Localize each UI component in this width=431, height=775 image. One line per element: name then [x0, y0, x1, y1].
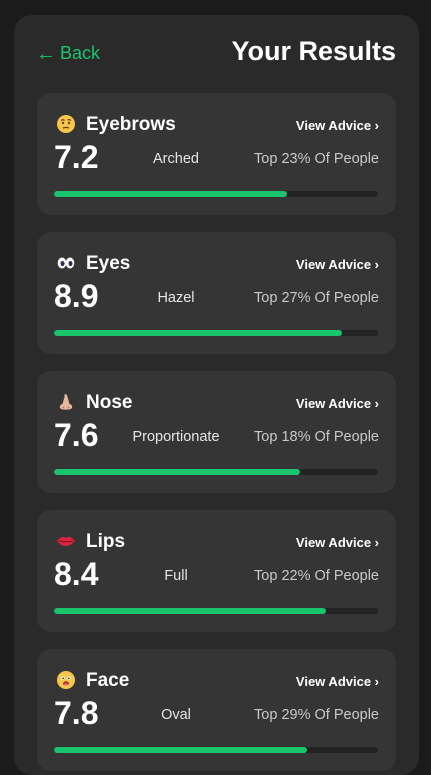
back-button[interactable]: ← Back: [36, 43, 100, 64]
score-progress-fill: [54, 469, 301, 475]
view-advice-link[interactable]: View Advice ›: [295, 535, 379, 550]
feature-percentile: Top 29% Of People: [254, 707, 379, 723]
back-label: Back: [60, 43, 101, 63]
view-advice-link[interactable]: View Advice ›: [295, 118, 379, 133]
score-progress-track: [54, 191, 378, 197]
score-progress-fill: [54, 747, 307, 753]
score-progress-track: [54, 469, 378, 475]
arrow-left-icon: ←: [36, 42, 56, 65]
view-advice-link[interactable]: View Advice ›: [295, 396, 379, 411]
feature-name: Lips: [86, 531, 126, 552]
score-progress-track: [54, 608, 378, 614]
feature-card-eyes: Eyes View Advice › 8.9 Hazel Top 27% Of …: [37, 232, 396, 354]
feature-name: Nose: [86, 392, 133, 413]
face-icon: [57, 671, 75, 689]
feature-trait: Proportionate: [132, 429, 220, 445]
feature-card-lips: Lips View Advice › 8.4 Full Top 22% Of P…: [37, 510, 396, 632]
score-progress-track: [54, 747, 378, 753]
feature-name: Face: [86, 670, 130, 691]
feature-percentile: Top 23% Of People: [254, 151, 379, 167]
feature-name: Eyebrows: [86, 114, 176, 135]
feature-trait: Arched: [153, 151, 199, 167]
feature-card-eyebrows: Eyebrows View Advice › 7.2 Arched Top 23…: [37, 93, 396, 215]
feature-percentile: Top 27% Of People: [254, 290, 379, 306]
results-panel: ← Back Your Results Eyebrows View Advice…: [14, 15, 419, 775]
feature-score: 7.6: [54, 417, 99, 453]
view-advice-link[interactable]: View Advice ›: [295, 674, 379, 689]
feature-trait: Hazel: [157, 290, 195, 306]
view-advice-link[interactable]: View Advice ›: [295, 257, 379, 272]
feature-trait: Full: [164, 568, 188, 584]
nose-icon: [59, 394, 73, 410]
feature-name: Eyes: [86, 253, 131, 274]
feature-trait: Oval: [161, 707, 191, 723]
feature-card-face: Face View Advice › 7.8 Oval Top 29% Of P…: [37, 649, 396, 771]
lips-icon: [57, 536, 75, 546]
feature-score: 8.9: [54, 278, 99, 314]
feature-percentile: Top 22% Of People: [254, 568, 379, 584]
feature-score: 7.8: [54, 695, 99, 731]
feature-percentile: Top 18% Of People: [254, 429, 379, 445]
score-progress-fill: [54, 608, 327, 614]
feature-score: 7.2: [54, 139, 99, 175]
score-progress-track: [54, 330, 378, 336]
eyes-icon: [57, 257, 75, 269]
page-title: Your Results: [231, 36, 396, 66]
score-progress-fill: [54, 330, 343, 336]
score-progress-fill: [54, 191, 288, 197]
feature-card-nose: Nose View Advice › 7.6 Proportionate Top…: [37, 371, 396, 493]
thinking-face-icon: [57, 115, 75, 133]
feature-score: 8.4: [54, 556, 99, 592]
header: ← Back Your Results: [14, 15, 419, 93]
